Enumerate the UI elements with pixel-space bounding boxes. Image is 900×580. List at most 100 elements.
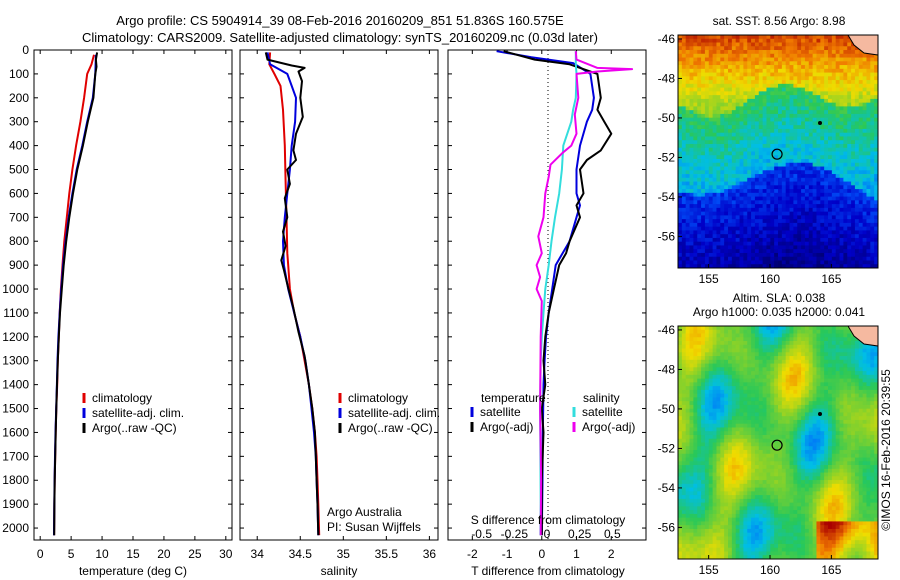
map-cell <box>870 382 875 387</box>
map-cell <box>808 249 814 254</box>
map-cell <box>789 159 794 164</box>
depth-tick-label: 0 <box>22 43 29 57</box>
map-cell <box>778 192 783 197</box>
map-cell <box>835 416 840 421</box>
map-cell <box>816 65 821 70</box>
map-cell <box>851 219 856 224</box>
map-cell <box>824 38 829 43</box>
map-cell <box>835 367 840 372</box>
map-cell <box>743 102 748 107</box>
map-cell <box>862 363 867 368</box>
map-cell <box>774 38 779 43</box>
map-cell <box>693 80 698 85</box>
map-cell <box>824 219 829 224</box>
map-cell <box>731 91 737 96</box>
map-cell <box>801 337 806 342</box>
map-cell <box>678 136 683 141</box>
map-cell <box>804 408 810 413</box>
map-cell <box>712 117 717 122</box>
map-y-tick-label: -54 <box>658 190 676 204</box>
map-cell <box>778 87 783 92</box>
map-cell <box>754 91 760 96</box>
map-cell <box>801 147 806 152</box>
map-cell <box>778 72 783 77</box>
map-cell <box>820 143 825 149</box>
depth-tick-label: 400 <box>9 139 29 153</box>
map-cell <box>697 371 702 376</box>
salinity-frame <box>239 49 439 541</box>
map-cell <box>724 249 729 254</box>
map-cell <box>720 98 725 104</box>
map-cell <box>697 204 702 209</box>
map-cell <box>685 431 690 436</box>
map-cell <box>870 174 875 179</box>
map-cell <box>789 215 794 220</box>
map-cell <box>812 256 817 261</box>
map-cell <box>808 215 814 220</box>
map-cell <box>743 207 748 213</box>
map-cell <box>693 35 698 40</box>
map-cell <box>701 427 706 432</box>
map-cell <box>839 419 844 425</box>
map-cell <box>739 159 744 164</box>
map-cell <box>716 211 721 216</box>
map-cell <box>812 230 817 235</box>
map-cell <box>808 83 814 89</box>
map-cell <box>812 393 817 398</box>
map-cell <box>847 87 852 92</box>
map-cell <box>751 121 756 126</box>
map-cell <box>774 219 779 224</box>
header-line-1: Argo profile: CS 5904914_39 08-Feb-2016 … <box>116 13 564 28</box>
map-cell <box>720 151 725 156</box>
map-cell <box>862 374 867 380</box>
map-cell <box>839 95 844 100</box>
map-cell <box>747 53 752 58</box>
map-cell <box>758 136 764 141</box>
map-cell <box>681 427 687 432</box>
map-cell <box>708 38 714 43</box>
map-cell <box>835 371 840 376</box>
map-cell <box>701 166 706 171</box>
map-cell <box>678 110 683 115</box>
map-cell <box>831 359 837 364</box>
map-cell <box>874 61 879 66</box>
map-cell <box>704 378 710 383</box>
map-cell <box>716 260 721 265</box>
map-cell <box>816 249 821 254</box>
map-cell <box>678 200 683 205</box>
map-cell <box>778 363 783 368</box>
map-cell <box>689 68 694 73</box>
map-cell <box>801 359 806 364</box>
map-cell <box>789 329 794 334</box>
map-cell <box>854 46 860 51</box>
map-cell <box>835 226 840 231</box>
map-cell <box>762 389 767 395</box>
map-cell <box>851 356 856 361</box>
map-cell <box>751 136 756 141</box>
map-cell <box>801 196 806 201</box>
map-cell <box>728 106 733 111</box>
map-cell <box>797 359 802 364</box>
map-cell <box>724 177 729 182</box>
map-cell <box>828 159 833 164</box>
map-cell <box>847 348 852 353</box>
map-cell <box>774 416 779 421</box>
map-cell <box>720 371 725 376</box>
map-cell <box>770 200 775 205</box>
map-cell <box>724 132 729 137</box>
map-cell <box>866 151 871 156</box>
map-cell <box>851 371 856 376</box>
map-cell <box>828 166 833 171</box>
map-cell <box>835 264 840 269</box>
map-cell <box>824 245 829 250</box>
sst-map-panel: sat. SST: 8.56 Argo: 8.98 155 160 165-46-4… <box>658 14 879 286</box>
map-cell <box>762 326 767 331</box>
map-cell <box>789 397 794 402</box>
map-cell <box>778 155 783 160</box>
map-cell <box>712 72 717 77</box>
map-cell <box>778 65 783 70</box>
map-cell <box>781 397 787 402</box>
map-cell <box>720 196 725 201</box>
map-cell <box>747 110 752 115</box>
map-cell <box>754 256 760 261</box>
